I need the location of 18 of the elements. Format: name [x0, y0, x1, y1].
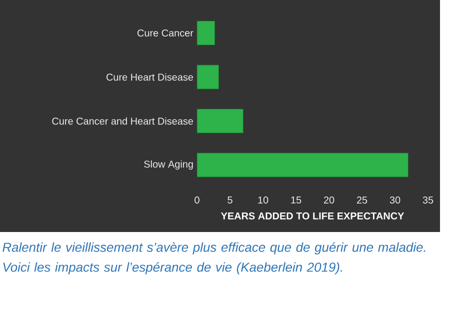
bar: [196, 152, 408, 178]
x-tick-label: 20: [324, 196, 334, 204]
text: Ralentir le vieillissement s’avère plus efficace que de guérir une maladie. Voici les impacts sur l’espérance de vie (Kaeberlein 2019).: [2, 242, 426, 274]
y-tick-label: Cure Heart Disease: [106, 73, 194, 81]
bar: [196, 108, 244, 134]
x-tick-label: 10: [258, 196, 268, 204]
x-tick-label: 25: [356, 196, 368, 204]
x-tick-label: 35: [422, 196, 434, 204]
y-tick-label: Slow Aging: [144, 160, 193, 170]
x-tick-label: 30: [390, 196, 400, 204]
bar: [196, 64, 219, 90]
x-tick-label: 15: [291, 196, 302, 204]
y-tick-label: Cure Cancer: [138, 29, 194, 37]
x-tick-label: 5: [228, 196, 232, 204]
bar: [196, 20, 216, 46]
y-tick-label: Cure Cancer and Heart Disease: [52, 117, 194, 125]
x-axis-title: YEARS ADDED TO LIFE EXPECTANCY: [220, 212, 404, 220]
x-tick-label: 0: [194, 196, 200, 204]
